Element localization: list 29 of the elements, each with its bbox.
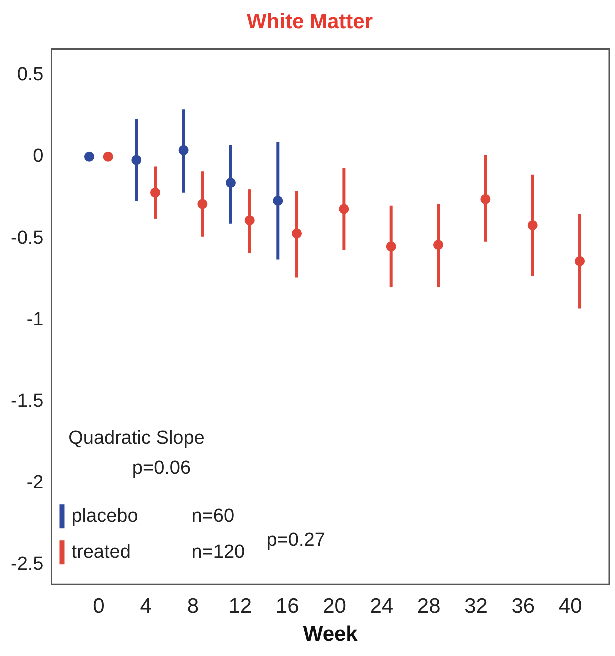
x-axis-title: Week [303,623,358,646]
x-tick-label: 4 [140,594,152,618]
x-tick-label: 24 [370,594,394,618]
annotation: p=0.06 [132,458,192,479]
annotation: Quadratic Slope [68,428,205,449]
y-tick-label: -1.5 [10,391,44,412]
x-tick-label: 28 [417,594,441,618]
point [103,152,114,162]
point [84,152,94,162]
legend-label: treated [72,542,131,563]
y-tick-label: 0 [33,146,44,168]
y-tick-label: -0.5 [10,228,44,249]
y-tick-label: -2.5 [10,554,44,576]
x-tick-label: 0 [93,594,105,618]
x-tick-label: 32 [464,594,488,618]
annotation: p=0.27 [266,530,326,551]
x-tick-label: 16 [276,594,300,618]
y-tick-label: -2 [26,472,44,494]
chart-title: White Matter [247,10,373,34]
x-tick-label: 36 [512,594,536,618]
legend-label: placebo [72,506,138,527]
x-tick-label: 12 [228,594,252,618]
annotation: n=60 [192,506,235,527]
y-tick-label: 0.5 [17,64,44,86]
y-tick-label: -1 [26,309,44,330]
annotation: n=120 [192,542,246,563]
x-tick-label: 8 [187,594,200,618]
x-tick-label: 20 [323,594,346,618]
x-tick-label: 40 [558,594,582,618]
